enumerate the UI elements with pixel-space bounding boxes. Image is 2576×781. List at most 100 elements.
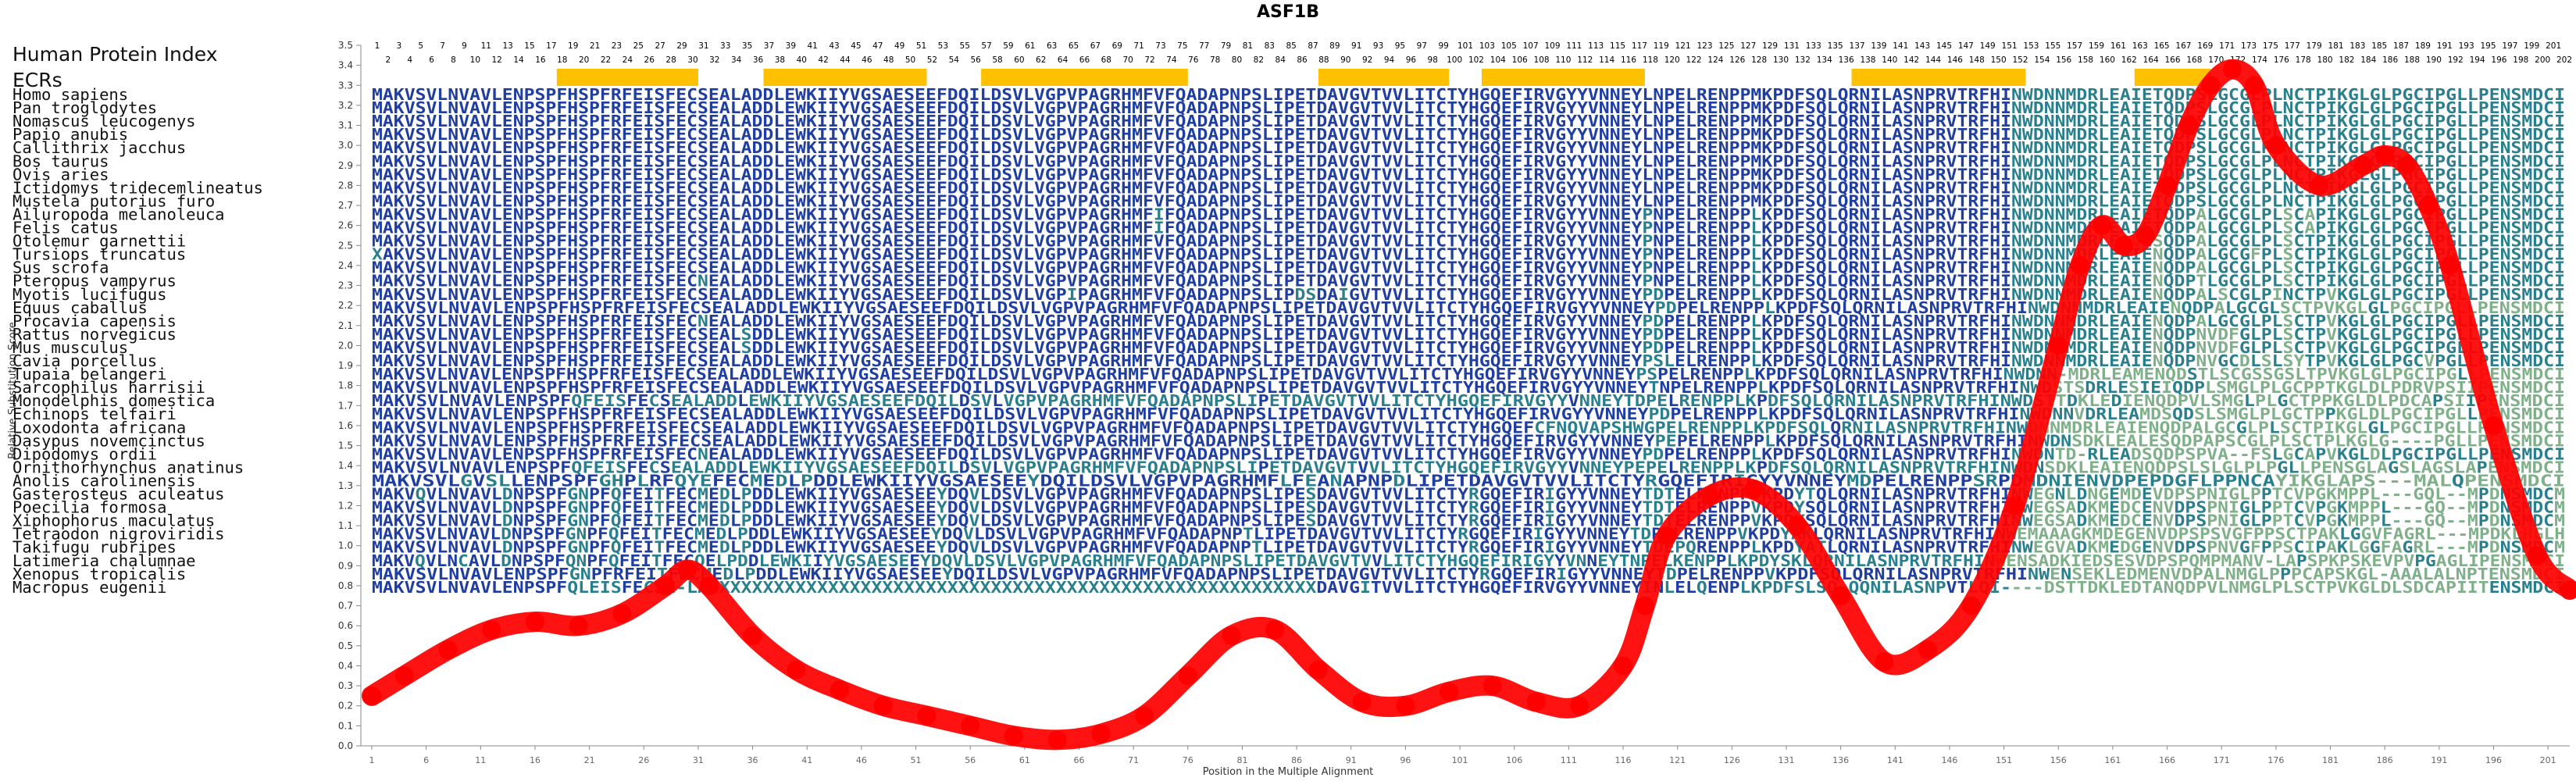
sequence-segment: QDP <box>2164 325 2196 344</box>
sequence-segment: PELRENPP <box>1871 471 1972 490</box>
sequence-segment: S <box>2283 205 2294 223</box>
sequence-segment: MAKVSVLNVAVLENPSPFHSPFRFEISFECSEALADDLEW… <box>372 191 2011 210</box>
sequence-segment: SLSMGLPLGCTP <box>2194 405 2325 423</box>
sequence-segment: MAKVSVLNVAVLENPSPFHSPFRFEISFECSEALADDLEW… <box>372 165 2011 184</box>
sequence-segment: S <box>2283 272 2294 291</box>
sequence-segment: P <box>2315 498 2326 517</box>
hpi-number: 156 <box>2056 55 2071 65</box>
sequence-segment: A <box>2304 219 2316 237</box>
sequence-segment: KPDFSQLQRNILASNPRVTRFHI <box>1775 298 2028 317</box>
sequence-segment: S <box>741 325 752 344</box>
hpi-number: 119 <box>1654 41 1669 51</box>
sequence-segment: P <box>1757 391 1768 410</box>
sequence-segment: M <box>698 538 708 557</box>
chart-title: ASF1B <box>1257 2 1319 22</box>
sequence-segment: VLITCTYHGQEFIRVGYY <box>1368 391 1568 410</box>
sequence-segment: PGCIPGLLPENSMDCI <box>2389 298 2565 317</box>
sequence-segment: PD <box>1642 285 1664 304</box>
hpi-number: 7 <box>440 41 445 51</box>
sequence-segment: L <box>1668 458 1679 476</box>
sequence-row: MAKVSVLNVAVLENPSPFHSPFRFEISFECSEALADDLEW… <box>372 378 2565 397</box>
sequence-segment: LDSVLVGPVPAGRHMFVFQADAPNP <box>974 525 1243 544</box>
sequence-segment: PNI <box>2207 512 2239 530</box>
y-tick-label: 1.3 <box>338 480 353 491</box>
sequence-segment: V <box>2326 338 2337 357</box>
sequence-segment: MAKVSVLNVAVL <box>372 512 502 530</box>
hpi-number: 75 <box>1177 41 1187 51</box>
hpi-number: 96 <box>1406 55 1417 65</box>
y-tick-label: 0.3 <box>338 680 353 691</box>
sequence-segment: LG <box>2348 538 2370 557</box>
sequence-segment: E <box>1304 471 1317 490</box>
y-axis-label: Relative Substitution Score <box>7 322 19 459</box>
sequence-segment: Q <box>611 538 622 557</box>
sequence-segment: V <box>969 512 980 530</box>
sequence-segment: V <box>963 525 974 544</box>
sequence-segment: MAKVSVLNVAVLENPSPFHSPFRFEISFECSEALADDLEW… <box>372 365 1636 383</box>
hpi-number: 111 <box>1566 41 1582 51</box>
hpi-number: 15 <box>524 41 534 51</box>
hpi-number: 3 <box>396 41 401 51</box>
sequence-segment: MAKVSVLNVAVL <box>372 538 502 557</box>
sequence-segment: L <box>1668 391 1679 410</box>
sequence-segment: V <box>2326 444 2337 463</box>
sequence-segment: PT <box>2272 498 2294 517</box>
sequence-segment: MAKVSVLNVAVLENPSPF <box>372 565 569 583</box>
sequence-segment: L <box>737 391 748 410</box>
sequence-segment: S <box>1305 498 1316 517</box>
sequence-segment: GLPL <box>2239 325 2283 344</box>
sequence-segment: DG <box>2120 538 2142 557</box>
sequence-segment: E <box>2109 512 2120 530</box>
species-name: Otolemur garnettii <box>12 232 186 251</box>
sequence-segment: MAKVSVLNVAVLENPSPF <box>372 458 571 476</box>
hpi-number: 59 <box>1003 41 1013 51</box>
sequence-segment: LITCTYHGQEFIRIGY <box>1383 551 1555 570</box>
hpi-number: 201 <box>2546 41 2561 51</box>
sequence-segment: LKPDYSKLQRNILASNPRVTRFHIN <box>1726 551 1995 570</box>
sequence-segment: LDSVLVGPVPAGRHMFVFQADAPNPSLIPE <box>979 485 1305 504</box>
sequence-segment: Q <box>415 551 426 570</box>
hpi-number: 35 <box>742 41 752 51</box>
sequence-segment: GVTVVLITCTYHGQEFIRVGYYVNNEY <box>1349 285 1643 304</box>
hpi-number: 142 <box>1903 55 1919 65</box>
sequence-segment: S <box>2187 365 2198 383</box>
sequence-segment: I <box>1544 512 1555 530</box>
hpi-number: 85 <box>1286 41 1296 51</box>
sequence-segment: LDSVLVGPVPAGRHMFVFQADAPNPSLIPE <box>979 512 1305 530</box>
sequence-segment: DDLEWKIIYVGSAESEE <box>748 525 931 544</box>
x-tick-label: 146 <box>1941 755 1957 765</box>
sequence-segment: I <box>2161 378 2172 397</box>
series-point <box>2092 216 2111 235</box>
hpi-number: 144 <box>1925 55 1941 65</box>
sequence-segment: CTP <box>2293 338 2326 357</box>
y-tick-label: 2.2 <box>338 300 353 311</box>
sequence-segment: S <box>1305 485 1316 504</box>
hpi-number: 116 <box>1621 55 1636 65</box>
sequence-segment: V <box>969 538 980 557</box>
hpi-number: 47 <box>872 41 883 51</box>
sequence-row: MAKVSVLNVAVLENPSPFHSPFRFEISFECSEALADDLEW… <box>372 165 2565 184</box>
hpi-number: 50 <box>905 55 915 65</box>
sequence-segment: NWDNNMDRLEAIETQDPSLGCGLPLNCTPIKGLGLPGCIP… <box>2011 125 2565 144</box>
sequence-segment: LIPETDAVGVTVVLITCTY <box>1405 471 1645 490</box>
sequence-segment: S <box>2283 232 2294 251</box>
sequence-segment: PELRENPP <box>1677 431 1764 450</box>
sequence-segment: P <box>2315 444 2326 463</box>
sequence-segment: EWKIIYVGSAESEEFDQIL <box>748 391 958 410</box>
sequence-segment: MAKVSVLNVAVLENPSPFHSPFRFEISFECSEALADDLEW… <box>372 298 1655 317</box>
sequence-segment: DPS <box>2175 538 2207 557</box>
sequence-segment: I <box>812 551 823 570</box>
y-tick-label: 1.9 <box>338 360 353 371</box>
hpi-number: 60 <box>1014 55 1024 65</box>
series-point <box>1875 652 1894 672</box>
sequence-segment: P <box>741 512 752 530</box>
sequence-segment: D <box>502 485 513 504</box>
sequence-segment: Y <box>937 485 948 504</box>
sequence-segment: Y <box>931 525 942 544</box>
sequence-segment: T <box>2196 272 2207 291</box>
hpi-number: 181 <box>2328 41 2343 51</box>
sequence-segment: C <box>458 551 469 570</box>
series-point <box>917 706 937 726</box>
sequence-segment: L <box>2381 498 2392 517</box>
series-point <box>1744 480 1764 499</box>
